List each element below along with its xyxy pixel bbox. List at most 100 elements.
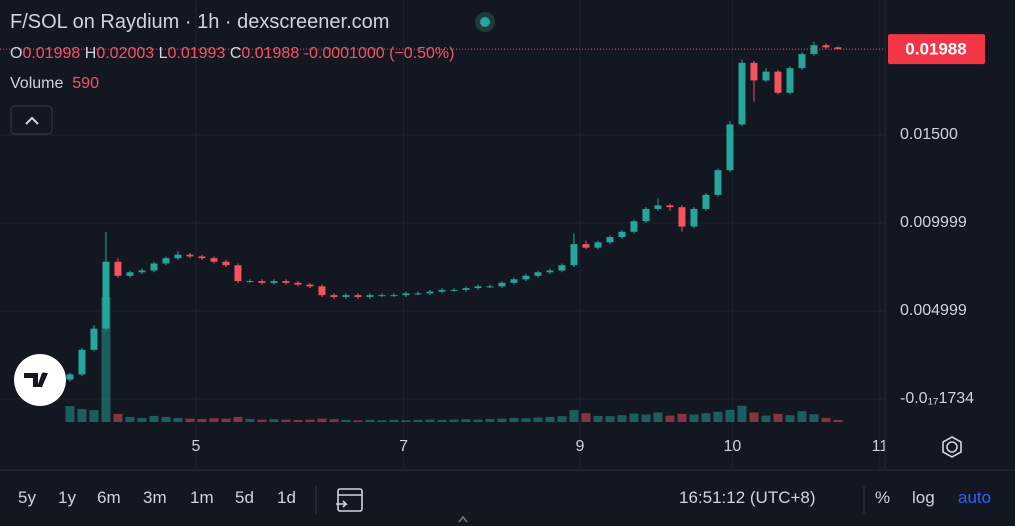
volume-bar <box>797 411 807 422</box>
settings-icon[interactable] <box>946 441 958 453</box>
expand-arrow[interactable] <box>458 515 468 523</box>
volume-bar <box>401 420 411 422</box>
ohlc-value: 0.02003 <box>96 45 155 62</box>
volume-bar <box>125 416 135 422</box>
range-button[interactable]: 1m <box>190 488 214 507</box>
volume-bar <box>665 415 675 422</box>
range-button[interactable]: 6m <box>97 488 121 507</box>
ohlc-value: 0.01988 <box>241 45 300 62</box>
volume-label: Volume <box>10 75 64 92</box>
volume-bar <box>437 419 447 422</box>
candle-body <box>582 244 590 248</box>
auto-toggle[interactable]: auto <box>958 488 992 507</box>
volume-bar <box>653 412 663 422</box>
y-tick-label: 0.004999 <box>900 302 967 319</box>
candle-body <box>198 256 206 259</box>
axes: 5 7 9 10 11 <box>192 438 889 455</box>
volume-bar <box>521 418 531 422</box>
candle-body <box>402 293 410 296</box>
volume-bars <box>65 297 843 422</box>
volume-bar <box>365 419 375 422</box>
x-tick-label: 9 <box>576 438 585 455</box>
volume-bar <box>833 420 843 422</box>
volume-value: 590 <box>72 75 99 92</box>
candle-body <box>570 244 578 266</box>
candle-body <box>654 205 662 209</box>
log-toggle[interactable]: log <box>912 488 935 507</box>
collapse-icon <box>25 116 39 125</box>
volume-bar <box>581 413 591 422</box>
volume-bar <box>137 417 147 422</box>
candle-body <box>594 242 602 248</box>
candle-body <box>210 258 218 262</box>
volume-bar <box>101 297 111 422</box>
volume-bar <box>65 406 75 422</box>
y-tick-label: 0.01500 <box>900 126 958 143</box>
candle-body <box>666 205 674 208</box>
tv-logo-dot <box>41 372 47 378</box>
volume-bar <box>821 417 831 422</box>
volume-bar <box>341 419 351 422</box>
volume-bar <box>89 410 99 422</box>
candle-body <box>606 237 614 243</box>
candle-body <box>150 263 158 271</box>
calendar-icon[interactable] <box>337 488 363 512</box>
x-tick-label: 10 <box>723 438 741 455</box>
ohlc-letter: C <box>229 45 242 62</box>
range-button[interactable]: 5y <box>18 488 36 507</box>
y-tick-label: 0.009999 <box>900 214 967 231</box>
volume-bar <box>449 419 459 422</box>
volume-bar <box>161 416 171 422</box>
candle-body <box>426 291 434 294</box>
last-price-marker <box>888 34 985 65</box>
volume-bar <box>557 416 567 422</box>
volume-bar <box>209 418 219 422</box>
candle-body <box>174 254 182 259</box>
volume-bar <box>257 419 267 422</box>
volume-bar <box>545 416 555 422</box>
candle-body <box>366 295 374 297</box>
range-button[interactable]: 3m <box>143 488 167 507</box>
volume-legend: Volume 590 <box>10 75 99 93</box>
ohlc-legend: O0.01998 H0.02003 L0.01993 C0.01988 -0.0… <box>10 45 454 63</box>
candle-body <box>642 208 650 222</box>
volume-bar <box>593 415 603 422</box>
volume-bar <box>173 417 183 422</box>
volume-bar <box>497 418 507 422</box>
candle-body <box>834 47 842 50</box>
volume-bar <box>809 414 819 422</box>
range-button[interactable]: 5d <box>235 488 254 507</box>
candle-body <box>390 295 398 297</box>
candle-body <box>702 194 710 209</box>
volume-bar <box>389 419 399 422</box>
calendar-arrow <box>336 500 348 508</box>
candle-body <box>486 286 494 288</box>
ohlc-letter: L <box>158 45 168 62</box>
candle-body <box>318 286 326 296</box>
volume-bar <box>329 419 339 422</box>
volume-bar <box>773 413 783 422</box>
candle-body <box>378 295 386 297</box>
range-button[interactable]: 1y <box>58 488 76 507</box>
candle-body <box>306 284 314 287</box>
percent-toggle[interactable]: % <box>875 488 891 507</box>
x-tick-label: 11 <box>872 438 889 455</box>
candle-body <box>114 261 122 276</box>
volume-bar <box>701 413 711 422</box>
volume-bar <box>473 419 483 422</box>
range-button[interactable]: 1d <box>277 488 296 507</box>
candle-body <box>810 45 818 55</box>
volume-bar <box>725 409 735 422</box>
price-axis: 0.01500 0.009999 0.004999 -0.0₁₇1734 0.01988 <box>888 34 985 407</box>
x-tick-label: 5 <box>192 438 201 455</box>
collapse-button[interactable] <box>10 105 53 135</box>
candle-body <box>258 281 266 283</box>
candle-body <box>222 261 230 266</box>
volume-bar <box>197 418 207 422</box>
ohlc-value: 0.01993 <box>167 45 226 62</box>
candle-body <box>270 281 278 283</box>
candle-body <box>342 295 350 297</box>
candle-body <box>246 281 254 283</box>
volume-bar <box>281 419 291 422</box>
